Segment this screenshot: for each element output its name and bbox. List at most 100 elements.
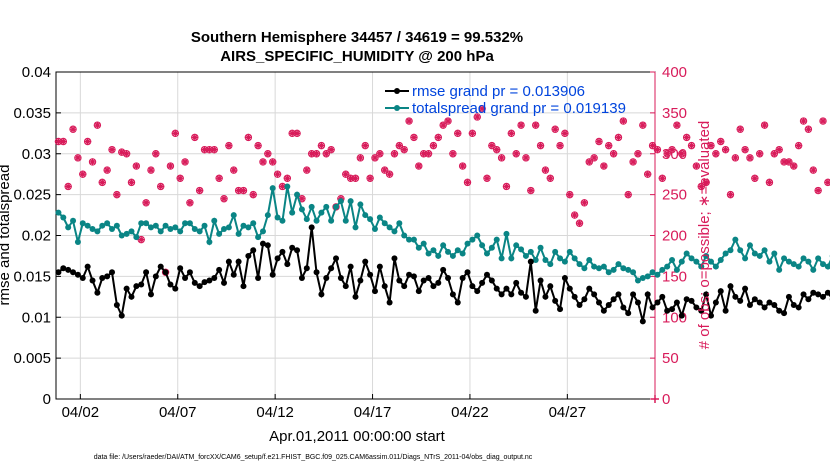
totalspread-point xyxy=(445,248,452,255)
x-tick-label: 04/22 xyxy=(451,404,489,421)
rmse-point xyxy=(591,291,598,298)
obs-evaluated-point xyxy=(819,117,827,125)
obs-evaluated-point xyxy=(780,158,788,166)
totalspread-point xyxy=(527,248,534,255)
totalspread-point xyxy=(815,255,822,262)
rmse-point xyxy=(196,283,203,290)
y-left-tick-label: 0.01 xyxy=(22,309,51,326)
rmse-point xyxy=(746,301,753,308)
totalspread-point xyxy=(824,263,830,270)
totalspread-point xyxy=(230,212,237,219)
totalspread-point xyxy=(615,261,622,268)
series-layer xyxy=(54,105,830,403)
obs-evaluated-point xyxy=(386,170,394,178)
y-axis-left-label: rmse and totalspread xyxy=(0,165,13,306)
rmse-point xyxy=(138,281,145,288)
rmse-point xyxy=(508,291,515,298)
totalspread-point xyxy=(118,232,125,239)
rmse-point xyxy=(376,263,383,270)
obs-evaluated-point xyxy=(702,178,710,186)
rmse-point xyxy=(201,279,208,286)
obs-evaluated-point xyxy=(736,125,744,133)
totalspread-point xyxy=(532,257,539,264)
obs-evaluated-point xyxy=(205,146,213,154)
obs-evaluated-point xyxy=(556,142,564,150)
totalspread-point xyxy=(722,250,729,257)
totalspread-point xyxy=(464,240,471,247)
rmse-point xyxy=(152,273,159,280)
totalspread-point xyxy=(406,236,413,243)
rmse-point xyxy=(182,275,189,282)
obs-evaluated-point xyxy=(800,117,808,125)
obs-evaluated-point xyxy=(751,174,759,182)
totalspread-point xyxy=(634,277,641,284)
y-left-tick-label: 0.03 xyxy=(22,146,51,163)
rmse-point xyxy=(371,288,378,295)
rmse-point xyxy=(342,283,349,290)
totalspread-point xyxy=(264,212,271,219)
totalspread-point xyxy=(211,217,218,224)
rmse-point xyxy=(771,301,778,308)
obs-evaluated-point xyxy=(147,166,155,174)
totalspread-point xyxy=(143,220,150,227)
totalspread-point xyxy=(221,225,228,232)
totalspread-point xyxy=(449,252,456,259)
rmse-point xyxy=(805,296,812,303)
obs-evaluated-point xyxy=(410,133,418,141)
rmse-point xyxy=(600,307,607,314)
obs-evaluated-point xyxy=(429,142,437,150)
y-right-tick-label: 400 xyxy=(662,64,687,81)
rmse-point xyxy=(337,275,344,282)
totalspread-point xyxy=(206,239,213,246)
obs-evaluated-point xyxy=(809,166,817,174)
totalspread-point xyxy=(498,255,505,262)
rmse-point xyxy=(522,293,529,300)
totalspread-point xyxy=(99,222,106,229)
obs-evaluated-point xyxy=(746,154,754,162)
totalspread-point xyxy=(522,252,529,259)
obs-evaluated-point xyxy=(785,158,793,166)
x-tick-label: 04/02 xyxy=(62,404,100,421)
obs-evaluated-point xyxy=(347,174,355,182)
rmse-point xyxy=(708,312,715,319)
rmse-point xyxy=(820,293,827,300)
rmse-point xyxy=(211,275,218,282)
totalspread-point xyxy=(138,220,145,227)
rmse-point xyxy=(89,277,96,284)
totalspread-point xyxy=(586,257,593,264)
rmse-point xyxy=(269,271,276,278)
rmse-point xyxy=(289,244,296,251)
rmse-point xyxy=(795,304,802,311)
rmse-point xyxy=(766,299,773,306)
totalspread-point xyxy=(255,234,262,241)
totalspread-point xyxy=(459,250,466,257)
totalspread-point xyxy=(157,228,164,235)
rmse-point xyxy=(449,291,456,298)
rmse-point xyxy=(147,291,154,298)
rmse-point xyxy=(571,293,578,300)
totalspread-point xyxy=(245,224,252,231)
obs-evaluated-point xyxy=(512,150,520,158)
obs-evaluated-point xyxy=(483,174,491,182)
totalspread-point xyxy=(693,258,700,265)
obs-evaluated-point xyxy=(527,187,535,195)
obs-evaluated-point xyxy=(54,137,62,145)
totalspread-point xyxy=(552,248,559,255)
obs-evaluated-point xyxy=(639,121,647,129)
obs-evaluated-point xyxy=(444,117,452,125)
totalspread-point xyxy=(186,220,193,227)
obs-evaluated-point xyxy=(590,154,598,162)
obs-evaluated-point xyxy=(69,125,77,133)
y-axis-right-label: # of obs: o=possible; ∗=evaluated xyxy=(696,121,713,350)
rmse-point xyxy=(313,269,320,276)
totalspread-point xyxy=(761,247,768,254)
rmse-point xyxy=(625,310,632,317)
rmse-point xyxy=(464,269,471,276)
totalspread-point xyxy=(371,225,378,232)
obs-evaluated-point xyxy=(761,121,769,129)
obs-evaluated-point xyxy=(507,129,515,137)
rmse-point xyxy=(605,301,612,308)
rmse-point xyxy=(557,306,564,313)
obs-evaluated-point xyxy=(356,154,364,162)
rmse-point xyxy=(191,279,198,286)
